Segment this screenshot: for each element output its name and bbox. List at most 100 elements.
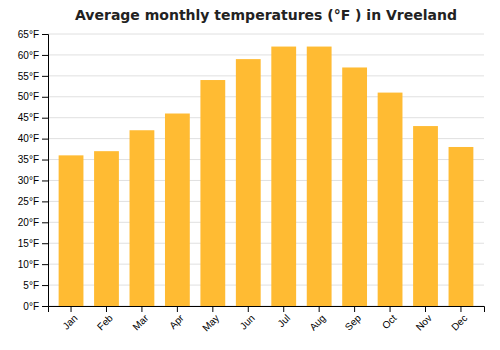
grid-line: [48, 75, 484, 76]
grid-line: [48, 34, 484, 35]
x-tick: Oct: [380, 306, 399, 331]
x-tick-label: Apr: [167, 312, 186, 331]
y-tick: 45°F: [18, 112, 48, 123]
y-tick: 5°F: [23, 280, 48, 291]
tick-mark: [319, 306, 320, 312]
tick-mark: [42, 160, 48, 161]
y-tick: 50°F: [18, 91, 48, 102]
y-tick-label: 50°F: [18, 91, 39, 102]
axis-line: [49, 307, 485, 313]
y-tick: 60°F: [18, 50, 48, 61]
y-tick: 0°F: [23, 301, 48, 312]
tick-mark: [42, 201, 48, 202]
tick-mark: [42, 55, 48, 56]
tick-mark: [42, 97, 48, 98]
y-tick-label: 40°F: [18, 133, 39, 144]
chart: Jan Feb Mar Apr May Jun Jul Aug Sep Oct Nov Dec 0°F 5…: [0, 0, 500, 350]
tick-mark: [42, 118, 48, 119]
tick-mark: [354, 306, 355, 312]
tick-mark: [42, 285, 48, 286]
axis-line: [42, 35, 49, 307]
bar: [130, 130, 155, 306]
y-tick-label: 30°F: [18, 175, 39, 186]
y-tick-label: 15°F: [18, 238, 39, 249]
tick-mark: [283, 306, 284, 312]
y-tick-label: 65°F: [18, 29, 39, 40]
x-tick: Nov: [414, 306, 434, 333]
bar: [378, 93, 403, 306]
tick-mark: [42, 222, 48, 223]
x-tick-label: May: [200, 312, 221, 333]
y-tick-label: 35°F: [18, 154, 39, 165]
bar: [413, 126, 438, 306]
bars: [59, 47, 474, 306]
x-tick-label: Jun: [238, 312, 257, 331]
y-tick-label: 55°F: [18, 71, 39, 82]
tick-mark: [42, 34, 48, 35]
tick-mark: [460, 306, 461, 312]
y-tick-label: 45°F: [18, 112, 39, 123]
tick-mark: [71, 306, 72, 312]
x-tick: Jan: [60, 306, 79, 332]
bar: [94, 151, 119, 306]
y-tick: 65°F: [18, 29, 48, 40]
y-tick: 25°F: [18, 196, 48, 207]
x-tick: Mar: [130, 306, 150, 332]
bar: [59, 155, 84, 306]
bar: [236, 59, 261, 306]
x-axis: Jan Feb Mar Apr May Jun Jul Aug Sep Oct Nov Dec: [49, 306, 485, 334]
y-tick-label: 5°F: [23, 280, 39, 291]
x-tick-label: Jul: [275, 312, 292, 329]
y-axis: 0°F 5°F 10°F 15°F 20°F 25°F 30°F 35°F 40°F 45°F 50…: [18, 29, 49, 312]
x-tick: Jun: [238, 306, 257, 332]
grid-line: [48, 54, 484, 55]
bar: [342, 67, 367, 306]
tick-mark: [425, 306, 426, 312]
x-tick: Apr: [167, 306, 186, 331]
tick-mark: [212, 306, 213, 312]
y-tick-label: 20°F: [18, 217, 39, 228]
x-tick: Dec: [449, 306, 469, 333]
tick-mark: [42, 180, 48, 181]
bar: [200, 80, 225, 306]
x-tick-label: Aug: [307, 312, 327, 332]
title: Average monthly temperatures (°F ) in Vr…: [75, 7, 457, 23]
tick-mark: [42, 264, 48, 265]
x-tick-label: Sep: [343, 312, 364, 333]
x-tick-label: Mar: [130, 312, 150, 332]
tick-mark: [177, 306, 178, 312]
x-tick-label: Feb: [95, 312, 115, 332]
y-tick-label: 25°F: [18, 196, 39, 207]
tick-mark: [42, 76, 48, 77]
bar: [307, 47, 332, 306]
y-tick: 20°F: [18, 217, 48, 228]
tick-mark: [390, 306, 391, 312]
y-tick: 10°F: [18, 259, 48, 270]
x-tick-label: Nov: [414, 312, 434, 332]
grid-line: [48, 117, 484, 118]
y-tick-label: 0°F: [23, 301, 39, 312]
tick-mark: [42, 139, 48, 140]
y-tick: 55°F: [18, 71, 48, 82]
bar: [449, 147, 474, 306]
y-tick: 15°F: [18, 238, 48, 249]
x-tick-label: Jan: [60, 312, 79, 331]
tick-mark: [248, 306, 249, 312]
x-tick-label: Dec: [449, 312, 469, 332]
tick-mark: [141, 306, 142, 312]
x-tick: Sep: [343, 306, 364, 333]
grid: [48, 34, 484, 306]
bar: [271, 47, 296, 306]
grid-line: [48, 96, 484, 97]
x-tick: May: [200, 306, 221, 334]
x-tick: Feb: [95, 306, 115, 332]
tick-mark: [106, 306, 107, 312]
x-tick: Aug: [307, 306, 327, 333]
y-tick: 40°F: [18, 133, 48, 144]
tick-mark: [42, 306, 48, 307]
y-tick-label: 10°F: [18, 259, 39, 270]
x-tick-label: Oct: [380, 312, 399, 331]
plot: Jan Feb Mar Apr May Jun Jul Aug Sep Oct Nov Dec 0°F 5…: [18, 29, 485, 334]
tick-mark: [42, 243, 48, 244]
bar: [165, 114, 190, 306]
